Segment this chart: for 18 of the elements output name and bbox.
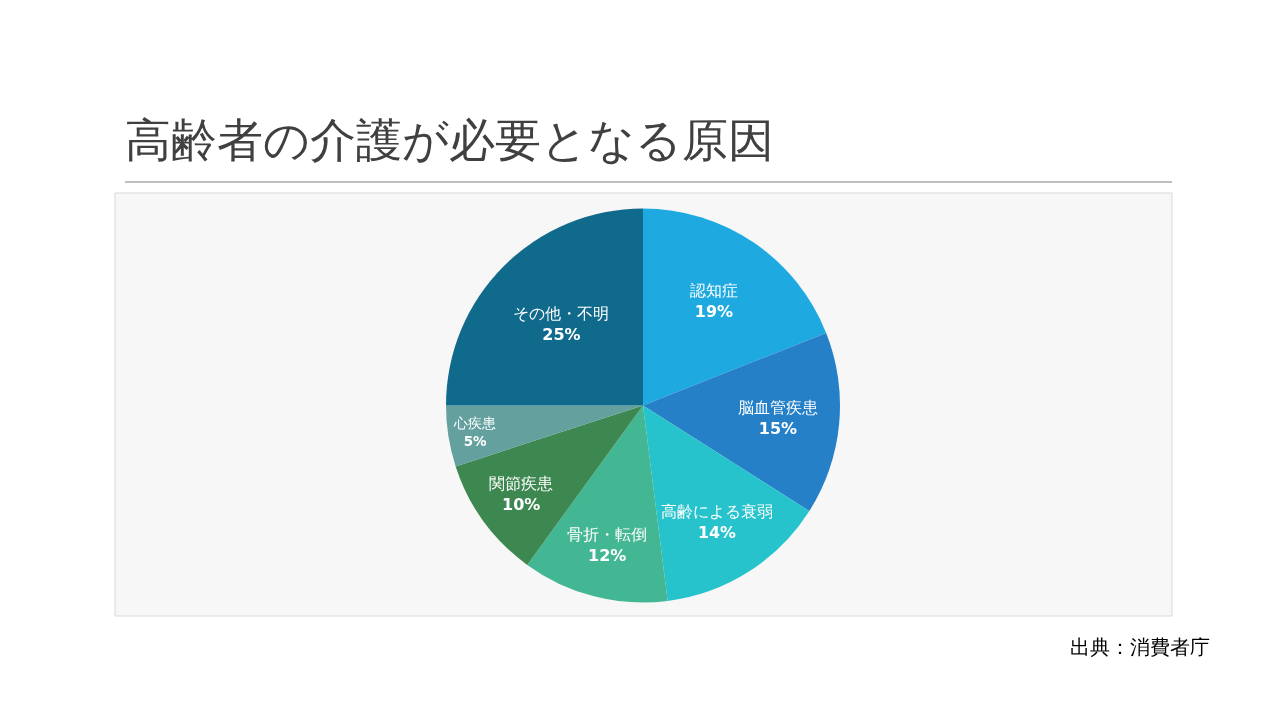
slice-label: 認知症 (689, 281, 738, 301)
data-label: 5% (463, 432, 488, 449)
data-label: 10% (502, 494, 541, 514)
pie-slice (446, 405, 643, 467)
slice-label: その他・不明 (513, 304, 610, 323)
slice-label: 脳血管疾患 (737, 398, 818, 418)
slice-label: 骨折・転倒 (567, 525, 648, 545)
slice-label: 関節疾患 (489, 474, 554, 494)
chart-title: 高齢者の介護が必要となる原因 (125, 113, 774, 168)
pie-slice (446, 208, 643, 406)
slice-label: 高齢による衰弱 (661, 502, 774, 522)
data-label: 14% (698, 522, 737, 542)
source-note: 出典：消費者庁 (1070, 635, 1210, 659)
data-label: 15% (758, 419, 798, 439)
data-label: 25% (542, 324, 581, 344)
slice-label: 心疾患 (453, 415, 497, 432)
data-label: 12% (588, 545, 627, 565)
data-label: 19% (694, 302, 734, 322)
